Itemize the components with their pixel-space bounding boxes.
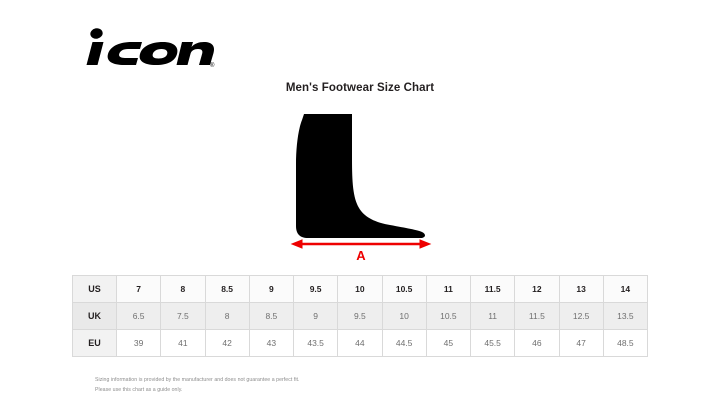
cell-uk: 12.5 bbox=[558, 302, 604, 330]
cell-uk: 11.5 bbox=[514, 302, 560, 330]
cell-us: 10.5 bbox=[381, 275, 427, 303]
row-label-eu: EU bbox=[72, 329, 117, 357]
cell-eu: 44 bbox=[337, 329, 383, 357]
cell-uk: 8 bbox=[204, 302, 250, 330]
cell-eu: 42 bbox=[204, 329, 250, 357]
cell-uk: 11 bbox=[469, 302, 516, 330]
footnote-line-1: Sizing information is provided by the ma… bbox=[95, 377, 300, 383]
footnote-line-2: Please use this chart as a guide only. bbox=[95, 386, 183, 393]
row-label-us: US bbox=[72, 275, 117, 303]
icon-wordmark-logo: ® bbox=[86, 28, 215, 69]
size-chart-table: US 7 8 8.5 9 9.5 10 10.5 11 11.5 12 13 1… bbox=[72, 275, 649, 357]
cell-us: 11 bbox=[425, 275, 472, 303]
foot-silhouette-icon bbox=[296, 114, 425, 238]
cell-us: 9 bbox=[248, 275, 295, 303]
cell-eu: 46 bbox=[514, 329, 560, 357]
table-row: US 7 8 8.5 9 9.5 10 10.5 11 11.5 12 13 1… bbox=[72, 275, 649, 303]
cell-eu: 48.5 bbox=[602, 329, 649, 357]
cell-uk: 9.5 bbox=[337, 302, 383, 330]
cell-us: 13 bbox=[558, 275, 604, 303]
row-label-uk: UK bbox=[72, 302, 117, 330]
cell-uk: 8.5 bbox=[248, 302, 295, 330]
cell-uk: 9 bbox=[292, 302, 339, 330]
cell-us: 9.5 bbox=[292, 275, 339, 303]
table-row: EU 39 41 42 43 43.5 44 44.5 45 45.5 46 4… bbox=[72, 329, 649, 357]
cell-uk: 6.5 bbox=[115, 302, 162, 330]
cell-us: 10 bbox=[337, 275, 383, 303]
cell-eu: 47 bbox=[558, 329, 604, 357]
brand-logo: ® bbox=[70, 24, 220, 70]
cell-eu: 39 bbox=[115, 329, 162, 357]
cell-us: 12 bbox=[514, 275, 560, 303]
cell-uk: 10 bbox=[381, 302, 427, 330]
cell-uk: 13.5 bbox=[602, 302, 649, 330]
measurement-label-a: A bbox=[356, 248, 366, 262]
cell-eu: 43.5 bbox=[292, 329, 339, 357]
double-arrow-horizontal-icon bbox=[290, 239, 432, 249]
foot-measurement-diagram: A bbox=[278, 112, 448, 262]
cell-eu: 41 bbox=[160, 329, 206, 357]
cell-us: 14 bbox=[602, 275, 649, 303]
registered-trademark-mark: ® bbox=[210, 62, 215, 69]
cell-eu: 43 bbox=[248, 329, 295, 357]
cell-us: 11.5 bbox=[469, 275, 516, 303]
cell-eu: 45 bbox=[425, 329, 472, 357]
cell-us: 7 bbox=[115, 275, 162, 303]
cell-eu: 45.5 bbox=[469, 329, 516, 357]
table-row: UK 6.5 7.5 8 8.5 9 9.5 10 10.5 11 11.5 1… bbox=[72, 302, 649, 330]
page-title: Men's Footwear Size Chart bbox=[285, 82, 435, 94]
cell-eu: 44.5 bbox=[381, 329, 427, 357]
cell-us: 8.5 bbox=[204, 275, 250, 303]
cell-us: 8 bbox=[160, 275, 206, 303]
footnote: Sizing information is provided by the ma… bbox=[95, 376, 300, 395]
cell-uk: 10.5 bbox=[425, 302, 472, 330]
cell-uk: 7.5 bbox=[160, 302, 206, 330]
